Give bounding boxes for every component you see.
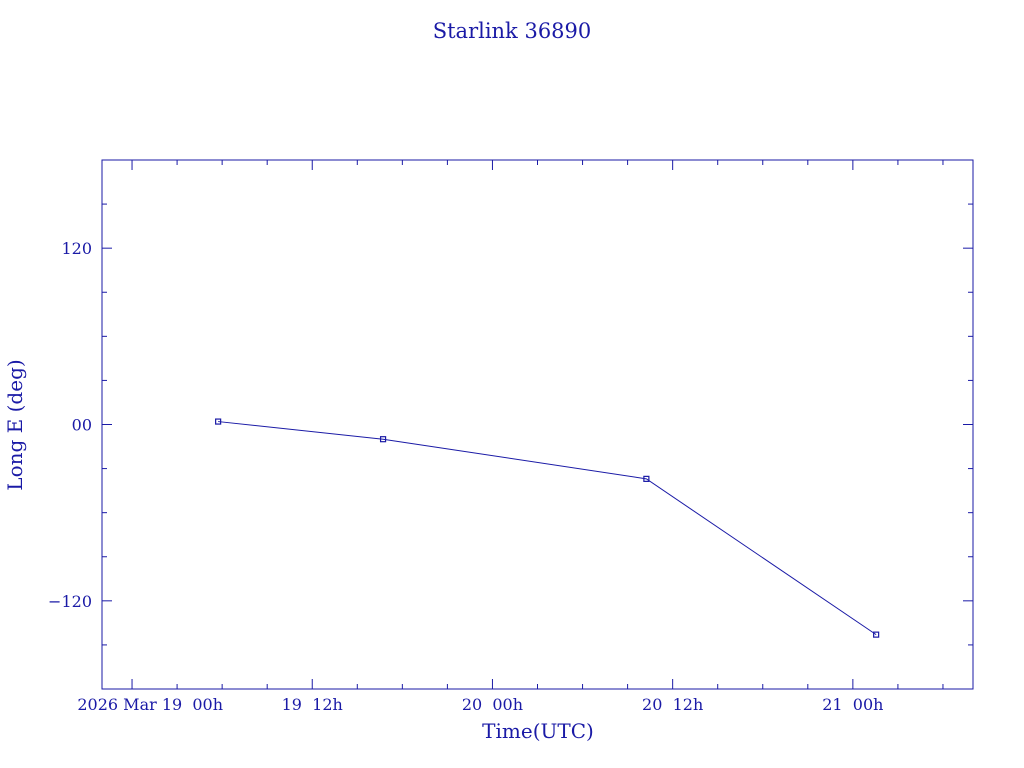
x-tick-label: 20 00h xyxy=(462,695,523,714)
y-axis-tick-labels: 120 00 −120 xyxy=(48,239,92,611)
y-tick-label: −120 xyxy=(48,592,92,611)
y-tick-label: 120 xyxy=(61,239,92,258)
series-layer xyxy=(215,418,880,638)
data-point xyxy=(215,418,222,425)
x-tick-label: 21 00h xyxy=(822,695,883,714)
x-axis-ticks xyxy=(131,160,944,689)
data-point xyxy=(873,631,880,638)
series-line xyxy=(218,421,877,636)
y-tick-label: 00 xyxy=(72,416,92,435)
y-axis-ticks xyxy=(102,159,973,690)
x-axis-tick-labels: 2026 Mar 19 00h 19 12h 20 00h 20 12h 21 00h xyxy=(77,695,883,714)
chart-title: Starlink 36890 xyxy=(433,19,592,43)
x-axis-label: Time(UTC) xyxy=(482,719,594,743)
x-tick-label: 2026 Mar 19 00h xyxy=(77,695,223,714)
x-tick-label: 20 12h xyxy=(642,695,703,714)
plot-frame xyxy=(101,159,974,690)
y-axis-label: Long E (deg) xyxy=(3,359,27,490)
data-point xyxy=(379,436,387,443)
x-tick-label: 19 12h xyxy=(282,695,343,714)
data-point xyxy=(643,475,650,482)
